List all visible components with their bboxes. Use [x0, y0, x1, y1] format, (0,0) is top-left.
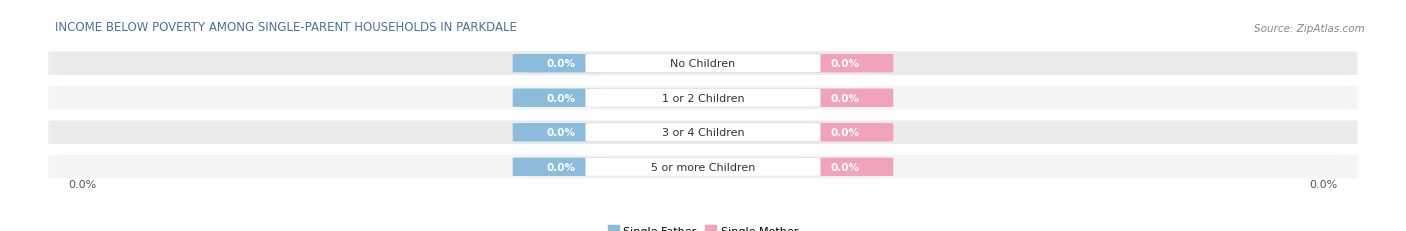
Text: 0.0%: 0.0% — [546, 162, 575, 172]
FancyBboxPatch shape — [513, 158, 609, 176]
Text: 0.0%: 0.0% — [831, 59, 860, 69]
Text: 0.0%: 0.0% — [831, 93, 860, 103]
Text: 3 or 4 Children: 3 or 4 Children — [662, 128, 744, 138]
FancyBboxPatch shape — [585, 89, 821, 108]
Text: 0.0%: 0.0% — [546, 59, 575, 69]
FancyBboxPatch shape — [513, 55, 609, 73]
FancyBboxPatch shape — [585, 158, 821, 176]
Text: 5 or more Children: 5 or more Children — [651, 162, 755, 172]
FancyBboxPatch shape — [797, 89, 893, 107]
Text: 0.0%: 0.0% — [831, 162, 860, 172]
FancyBboxPatch shape — [585, 123, 821, 142]
Text: No Children: No Children — [671, 59, 735, 69]
FancyBboxPatch shape — [48, 121, 1358, 145]
FancyBboxPatch shape — [585, 55, 821, 73]
Text: Source: ZipAtlas.com: Source: ZipAtlas.com — [1254, 24, 1364, 34]
Text: 0.0%: 0.0% — [831, 128, 860, 138]
FancyBboxPatch shape — [797, 158, 893, 176]
FancyBboxPatch shape — [48, 86, 1358, 110]
Text: 0.0%: 0.0% — [546, 128, 575, 138]
Text: 0.0%: 0.0% — [546, 93, 575, 103]
FancyBboxPatch shape — [48, 52, 1358, 76]
FancyBboxPatch shape — [48, 155, 1358, 179]
Text: 0.0%: 0.0% — [1309, 179, 1337, 189]
Text: 0.0%: 0.0% — [69, 179, 97, 189]
FancyBboxPatch shape — [513, 124, 609, 142]
FancyBboxPatch shape — [797, 55, 893, 73]
Text: 1 or 2 Children: 1 or 2 Children — [662, 93, 744, 103]
FancyBboxPatch shape — [513, 89, 609, 107]
FancyBboxPatch shape — [797, 124, 893, 142]
Legend: Single Father, Single Mother: Single Father, Single Mother — [603, 221, 803, 231]
Text: INCOME BELOW POVERTY AMONG SINGLE-PARENT HOUSEHOLDS IN PARKDALE: INCOME BELOW POVERTY AMONG SINGLE-PARENT… — [55, 21, 517, 34]
